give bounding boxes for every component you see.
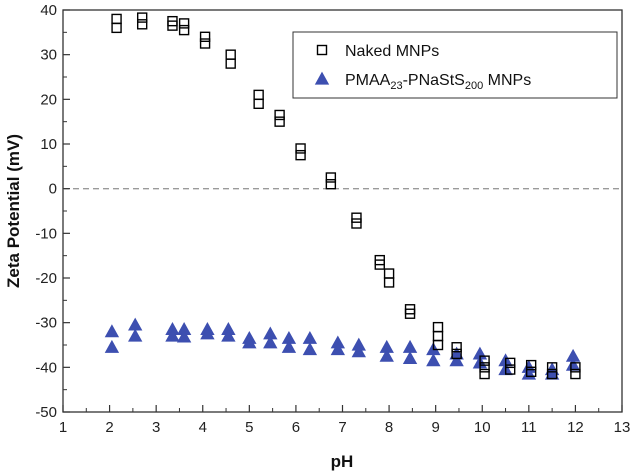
legend-text-part: -PNaStS (403, 72, 465, 89)
y-tick-label: 30 (40, 47, 57, 64)
axis-ticks (62, 9, 623, 413)
data-point-square (136, 19, 148, 30)
data-point-square (199, 38, 211, 49)
x-tick-label: 4 (199, 419, 207, 436)
data-point-triangle (544, 366, 560, 380)
data-point-square (404, 308, 416, 319)
data-point-triangle (128, 328, 143, 342)
data-point-triangle (221, 328, 236, 342)
data-point-square (295, 143, 306, 154)
legend-box (292, 31, 618, 99)
x-tick-labels: 1 2 3 4 5 6 7 8 9 10 11 12 13 (59, 419, 631, 436)
data-point-triangle (104, 339, 120, 353)
legend-text-part: MNPs (483, 72, 531, 89)
data-point-square (432, 339, 444, 351)
y-axis-title: Zeta Potential (mV) (4, 134, 23, 288)
data-point-triangle (263, 335, 278, 349)
data-point-triangle (200, 326, 215, 340)
x-tick-label: 10 (474, 419, 491, 436)
data-point-square (351, 218, 362, 229)
data-point-square (178, 18, 190, 29)
series-layer (104, 12, 581, 380)
data-point-triangle (104, 324, 120, 338)
data-point-square (570, 368, 581, 380)
legend-label: Naked MNPs (345, 43, 439, 60)
data-point-triangle (565, 357, 581, 371)
data-point-square (325, 178, 337, 190)
y-tick-label: 40 (40, 2, 57, 19)
data-point-triangle (281, 339, 297, 353)
x-tick-label: 5 (245, 419, 253, 436)
data-point-square (199, 31, 211, 42)
data-point-triangle (302, 342, 318, 356)
series-naked-mnps (111, 12, 581, 380)
x-tick-label: 1 (59, 419, 67, 436)
x-tick-label: 13 (614, 419, 631, 436)
x-tick-label: 12 (567, 419, 584, 436)
data-point-square (546, 362, 558, 373)
data-point-square (325, 172, 337, 183)
data-point-square (274, 116, 285, 127)
data-point-square (383, 277, 395, 288)
data-point-triangle (402, 351, 418, 365)
y-tick-label: -40 (35, 359, 57, 376)
data-point-square (546, 368, 558, 380)
y-tick-label: -10 (35, 225, 57, 242)
data-point-square (374, 259, 385, 270)
y-tick-label: -20 (35, 270, 57, 287)
data-point-square (479, 368, 490, 380)
data-point-square (505, 357, 516, 369)
data-point-square (351, 212, 362, 223)
data-point-square (479, 355, 490, 366)
legend-marker (316, 44, 328, 56)
x-tick-label: 8 (385, 419, 393, 436)
data-point-triangle (426, 353, 441, 367)
data-point-square (136, 12, 148, 23)
data-point-triangle (165, 328, 180, 342)
data-point-square (274, 109, 285, 121)
y-tick-label: -50 (35, 404, 57, 421)
data-point-square (525, 359, 537, 371)
x-tick-label: 7 (338, 419, 346, 436)
data-point-triangle (449, 353, 464, 367)
legend: Naked MNPs PMAA23-PNaStS200 MNPs (292, 31, 618, 99)
y-tick-label: 0 (49, 181, 57, 198)
data-point-triangle (379, 348, 394, 362)
data-point-triangle (351, 344, 366, 358)
x-axis-title: pH (331, 452, 354, 471)
y-tick-labels: 40 30 20 10 0 -10 -20 -30 -40 -50 (35, 2, 57, 421)
legend-text-part: Naked MNPs (345, 43, 439, 60)
x-tick-label: 9 (431, 419, 439, 436)
legend-subscript: 200 (465, 80, 483, 92)
legend-label: PMAA23-PNaStS200 MNPs (345, 72, 531, 92)
data-point-square (570, 362, 581, 373)
x-tick-label: 3 (152, 419, 160, 436)
data-point-triangle (176, 329, 192, 343)
y-tick-label: 10 (40, 136, 57, 153)
data-point-square (451, 348, 462, 360)
data-point-square (451, 342, 462, 353)
legend-marker (314, 71, 330, 85)
legend-text-part: PMAA (345, 72, 391, 89)
data-point-square (525, 366, 537, 377)
data-point-square (111, 22, 122, 34)
data-point-triangle (242, 335, 257, 349)
y-tick-label: -30 (35, 315, 57, 332)
data-point-square (295, 149, 306, 161)
x-tick-label: 11 (521, 419, 537, 436)
data-point-square (225, 58, 236, 69)
data-point-triangle (330, 342, 346, 356)
x-tick-label: 2 (105, 419, 113, 436)
data-point-square (253, 98, 264, 110)
data-point-square (505, 364, 516, 375)
data-point-square (167, 20, 178, 31)
data-point-square (178, 24, 190, 36)
y-tick-label: 20 (40, 91, 57, 108)
legend-subscript: 23 (390, 80, 402, 92)
x-tick-label: 6 (292, 419, 300, 436)
data-point-square (479, 362, 490, 373)
